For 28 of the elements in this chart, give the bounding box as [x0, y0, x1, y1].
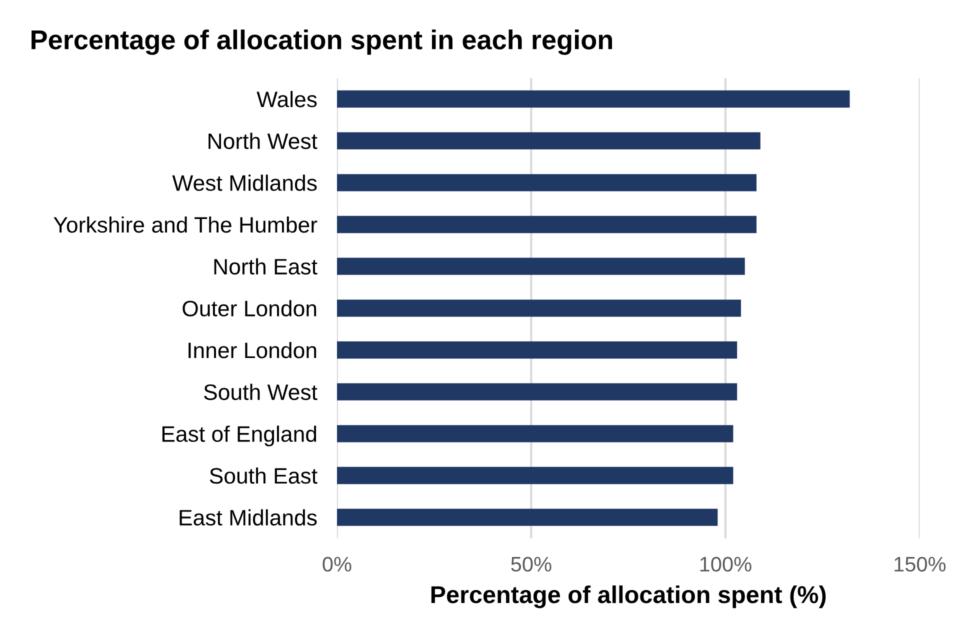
y-tick-label: North West — [208, 132, 318, 150]
y-tick-label: South East — [210, 467, 318, 484]
y-tick-label: Yorkshire and The Humber — [54, 216, 318, 233]
bar — [336, 174, 757, 192]
bar — [336, 300, 741, 317]
y-tick-label: West Midlands — [172, 174, 317, 191]
chart-title: Percentage of allocation spent in each region — [32, 30, 612, 55]
x-tick-label: 0% — [322, 556, 352, 572]
bar — [336, 508, 718, 526]
y-tick-label: Wales — [256, 90, 317, 108]
x-tick-label: 150% — [894, 556, 946, 572]
y-tick-label: South West — [204, 384, 318, 400]
bar — [336, 216, 757, 234]
y-tick-label: North East — [214, 258, 318, 275]
y-tick-label: East Midlands — [180, 509, 317, 526]
bar — [336, 383, 738, 400]
y-tick-label: East of England — [162, 426, 316, 446]
y-tick-label: Outer London — [182, 300, 316, 316]
bar — [336, 258, 745, 275]
bar — [336, 466, 734, 484]
x-tick-label: 100% — [700, 556, 752, 572]
bar — [336, 425, 734, 442]
x-axis-title: Percentage of allocation spent (%) — [431, 585, 826, 608]
bar — [336, 341, 738, 359]
y-tick-label: Inner London — [188, 342, 316, 358]
bar — [336, 132, 760, 150]
bar — [336, 90, 850, 108]
x-tick-label: 50% — [511, 556, 552, 572]
